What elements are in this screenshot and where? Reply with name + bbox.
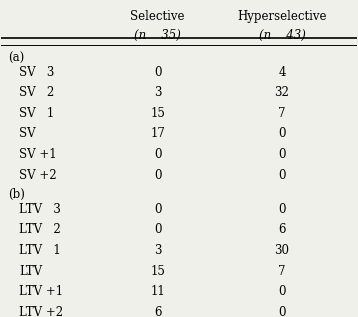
Text: 3: 3 bbox=[154, 86, 161, 99]
Text: 0: 0 bbox=[154, 169, 161, 182]
Text: 7: 7 bbox=[278, 107, 286, 120]
Text: LTV   3: LTV 3 bbox=[19, 203, 61, 216]
Text: 0: 0 bbox=[154, 203, 161, 216]
Text: 4: 4 bbox=[278, 66, 286, 79]
Text: LTV   1: LTV 1 bbox=[19, 244, 61, 257]
Text: 0: 0 bbox=[154, 66, 161, 79]
Text: 0: 0 bbox=[154, 148, 161, 161]
Text: 17: 17 bbox=[150, 127, 165, 140]
Text: 0: 0 bbox=[278, 285, 286, 298]
Text: SV: SV bbox=[19, 127, 36, 140]
Text: (n    43): (n 43) bbox=[258, 29, 305, 42]
Text: (b): (b) bbox=[9, 188, 25, 201]
Text: Hyperselective: Hyperselective bbox=[237, 10, 327, 23]
Text: 30: 30 bbox=[275, 244, 290, 257]
Text: 0: 0 bbox=[278, 148, 286, 161]
Text: 0: 0 bbox=[278, 203, 286, 216]
Text: 6: 6 bbox=[278, 223, 286, 236]
Text: SV   2: SV 2 bbox=[19, 86, 54, 99]
Text: SV   3: SV 3 bbox=[19, 66, 54, 79]
Text: 0: 0 bbox=[278, 169, 286, 182]
Text: 0: 0 bbox=[154, 223, 161, 236]
Text: LTV +1: LTV +1 bbox=[19, 285, 63, 298]
Text: SV +2: SV +2 bbox=[19, 169, 57, 182]
Text: 7: 7 bbox=[278, 265, 286, 278]
Text: 32: 32 bbox=[275, 86, 290, 99]
Text: LTV +2: LTV +2 bbox=[19, 306, 63, 317]
Text: (n    35): (n 35) bbox=[134, 29, 181, 42]
Text: (a): (a) bbox=[9, 52, 25, 65]
Text: 6: 6 bbox=[154, 306, 161, 317]
Text: 3: 3 bbox=[154, 244, 161, 257]
Text: LTV: LTV bbox=[19, 265, 42, 278]
Text: SV +1: SV +1 bbox=[19, 148, 57, 161]
Text: SV   1: SV 1 bbox=[19, 107, 54, 120]
Text: 0: 0 bbox=[278, 306, 286, 317]
Text: Selective: Selective bbox=[130, 10, 185, 23]
Text: 11: 11 bbox=[150, 285, 165, 298]
Text: 15: 15 bbox=[150, 107, 165, 120]
Text: LTV   2: LTV 2 bbox=[19, 223, 61, 236]
Text: 15: 15 bbox=[150, 265, 165, 278]
Text: 0: 0 bbox=[278, 127, 286, 140]
